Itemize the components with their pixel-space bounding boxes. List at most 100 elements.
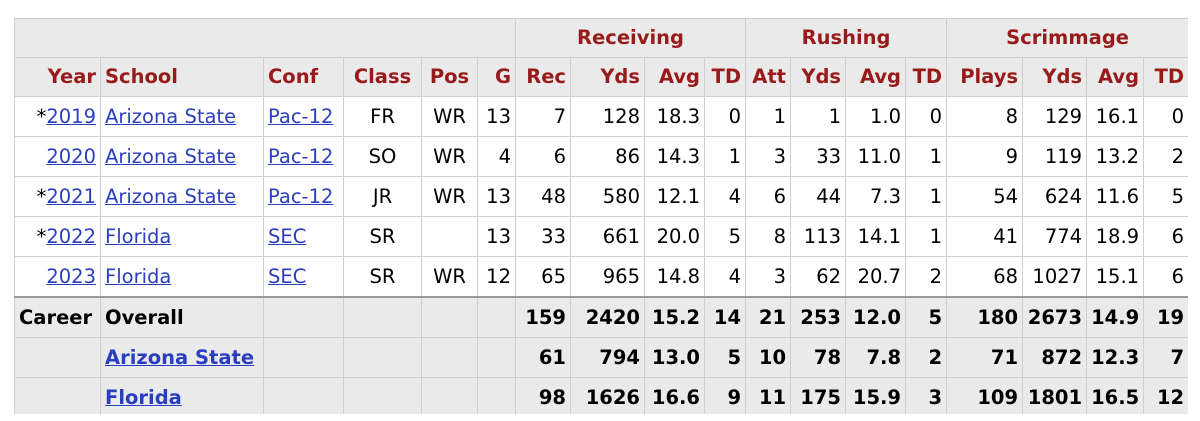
rec-avg-cell: 15.2 [644,296,705,338]
year-link[interactable]: 2022 [46,224,96,248]
scrim-avg-cell: 12.3 [1086,337,1145,378]
blank-cell [421,337,478,378]
att-cell: 10 [745,337,792,378]
col-scrim-yds[interactable]: Yds [1022,57,1088,97]
class-cell: SO [343,136,422,177]
col-class[interactable]: Class [343,57,422,97]
group-header-rushing: Rushing [745,18,948,58]
career-name: Overall [100,296,264,338]
conf-link[interactable]: Pac-12 [268,184,334,208]
year-link[interactable]: 2019 [46,104,96,128]
school-cell: Florida [100,256,264,298]
class-cell: JR [343,176,422,217]
group-header-scrimmage: Scrimmage [946,18,1188,58]
scrim-td-cell: 2 [1143,136,1188,177]
col-att[interactable]: Att [745,57,792,97]
rec-td-cell: 4 [703,176,747,217]
col-g[interactable]: G [477,57,516,97]
rec-avg-cell: 20.0 [644,216,705,257]
rush-avg-cell: 12.0 [845,296,907,338]
g-cell: 12 [477,256,516,298]
career-school-link[interactable]: Florida [105,385,182,409]
rec-avg-cell: 12.1 [644,176,705,217]
rush-yds-cell: 253 [790,296,847,338]
col-conf[interactable]: Conf [263,57,344,97]
rush-yds-cell: 44 [790,176,847,217]
year-link[interactable]: 2021 [46,184,96,208]
conf-link[interactable]: Pac-12 [268,144,334,168]
plays-cell: 9 [946,136,1024,177]
year-cell: 2020 [14,136,101,177]
rec-avg-cell: 18.3 [644,96,705,137]
school-link[interactable]: Florida [105,264,172,288]
col-pos[interactable]: Pos [421,57,478,97]
rush-td-cell: 3 [905,377,948,414]
group-header-receiving: Receiving [514,18,747,58]
rec-yds-cell: 128 [570,96,645,137]
scrim-avg-cell: 18.9 [1086,216,1145,257]
table-row: *2019 Arizona State Pac-12 FR WR 13 7 12… [14,96,1188,137]
school-cell: Arizona State [100,96,264,137]
col-rec-yds[interactable]: Yds [570,57,645,97]
career-school-link[interactable]: Arizona State [105,345,255,369]
year-link[interactable]: 2020 [46,144,96,168]
rec-cell: 98 [515,377,571,414]
blank-cell [343,337,422,378]
col-rush-yds[interactable]: Yds [790,57,847,97]
scrim-avg-cell: 16.5 [1086,377,1145,414]
scrim-avg-cell: 13.2 [1086,136,1145,177]
rush-yds-cell: 62 [790,256,847,298]
blank-cell [263,377,344,414]
class-cell: SR [343,216,422,257]
att-cell: 21 [745,296,792,338]
school-link[interactable]: Arizona State [105,184,237,208]
rush-avg-cell: 7.3 [845,176,907,217]
col-rush-td[interactable]: TD [905,57,948,97]
col-rec[interactable]: Rec [515,57,571,97]
school-link[interactable]: Arizona State [105,144,237,168]
col-scrim-avg[interactable]: Avg [1086,57,1145,97]
plays-cell: 8 [946,96,1024,137]
school-cell: Arizona State [100,176,264,217]
blank-cell [477,337,516,378]
blank-cell [477,377,516,414]
blank-cell [477,296,516,338]
col-scrim-td[interactable]: TD [1143,57,1188,97]
col-school[interactable]: School [100,57,264,97]
rush-td-cell: 1 [905,176,948,217]
school-link[interactable]: Florida [105,224,172,248]
col-rec-td[interactable]: TD [703,57,747,97]
school-cell: Arizona State [100,136,264,177]
table-row: *2022 Florida SEC SR 13 33 661 20.0 5 8 … [14,216,1188,257]
scrim-yds-cell: 1801 [1022,377,1088,414]
school-link[interactable]: Arizona State [105,104,237,128]
class-cell: FR [343,96,422,137]
att-cell: 1 [745,96,792,137]
stats-table: Receiving Rushing Scrimmage Year School … [14,18,1188,414]
table-row: 2020 Arizona State Pac-12 SO WR 4 6 86 1… [14,136,1188,177]
col-plays[interactable]: Plays [946,57,1024,97]
col-rec-avg[interactable]: Avg [644,57,705,97]
rec-yds-cell: 86 [570,136,645,177]
rec-cell: 159 [515,296,571,338]
conf-cell: Pac-12 [263,176,344,217]
conf-link[interactable]: Pac-12 [268,104,334,128]
scrim-avg-cell: 14.9 [1086,296,1145,338]
rush-avg-cell: 14.1 [845,216,907,257]
year-link[interactable]: 2023 [46,264,96,288]
conf-link[interactable]: SEC [268,224,307,248]
scrim-yds-cell: 624 [1022,176,1088,217]
g-cell: 13 [477,176,516,217]
plays-cell: 180 [946,296,1024,338]
column-header-row: Year School Conf Class Pos G Rec Yds Avg… [14,57,1188,97]
conf-cell: Pac-12 [263,96,344,137]
rec-td-cell: 9 [703,377,747,414]
rush-avg-cell: 11.0 [845,136,907,177]
scrim-avg-cell: 15.1 [1086,256,1145,298]
col-rush-avg[interactable]: Avg [845,57,907,97]
col-year[interactable]: Year [14,57,101,97]
conf-link[interactable]: SEC [268,264,307,288]
table-row: 2023 Florida SEC SR WR 12 65 965 14.8 4 … [14,256,1188,298]
blank-cell [421,377,478,414]
career-row-school: Florida 98 1626 16.6 9 11 175 15.9 3 109… [14,377,1188,414]
